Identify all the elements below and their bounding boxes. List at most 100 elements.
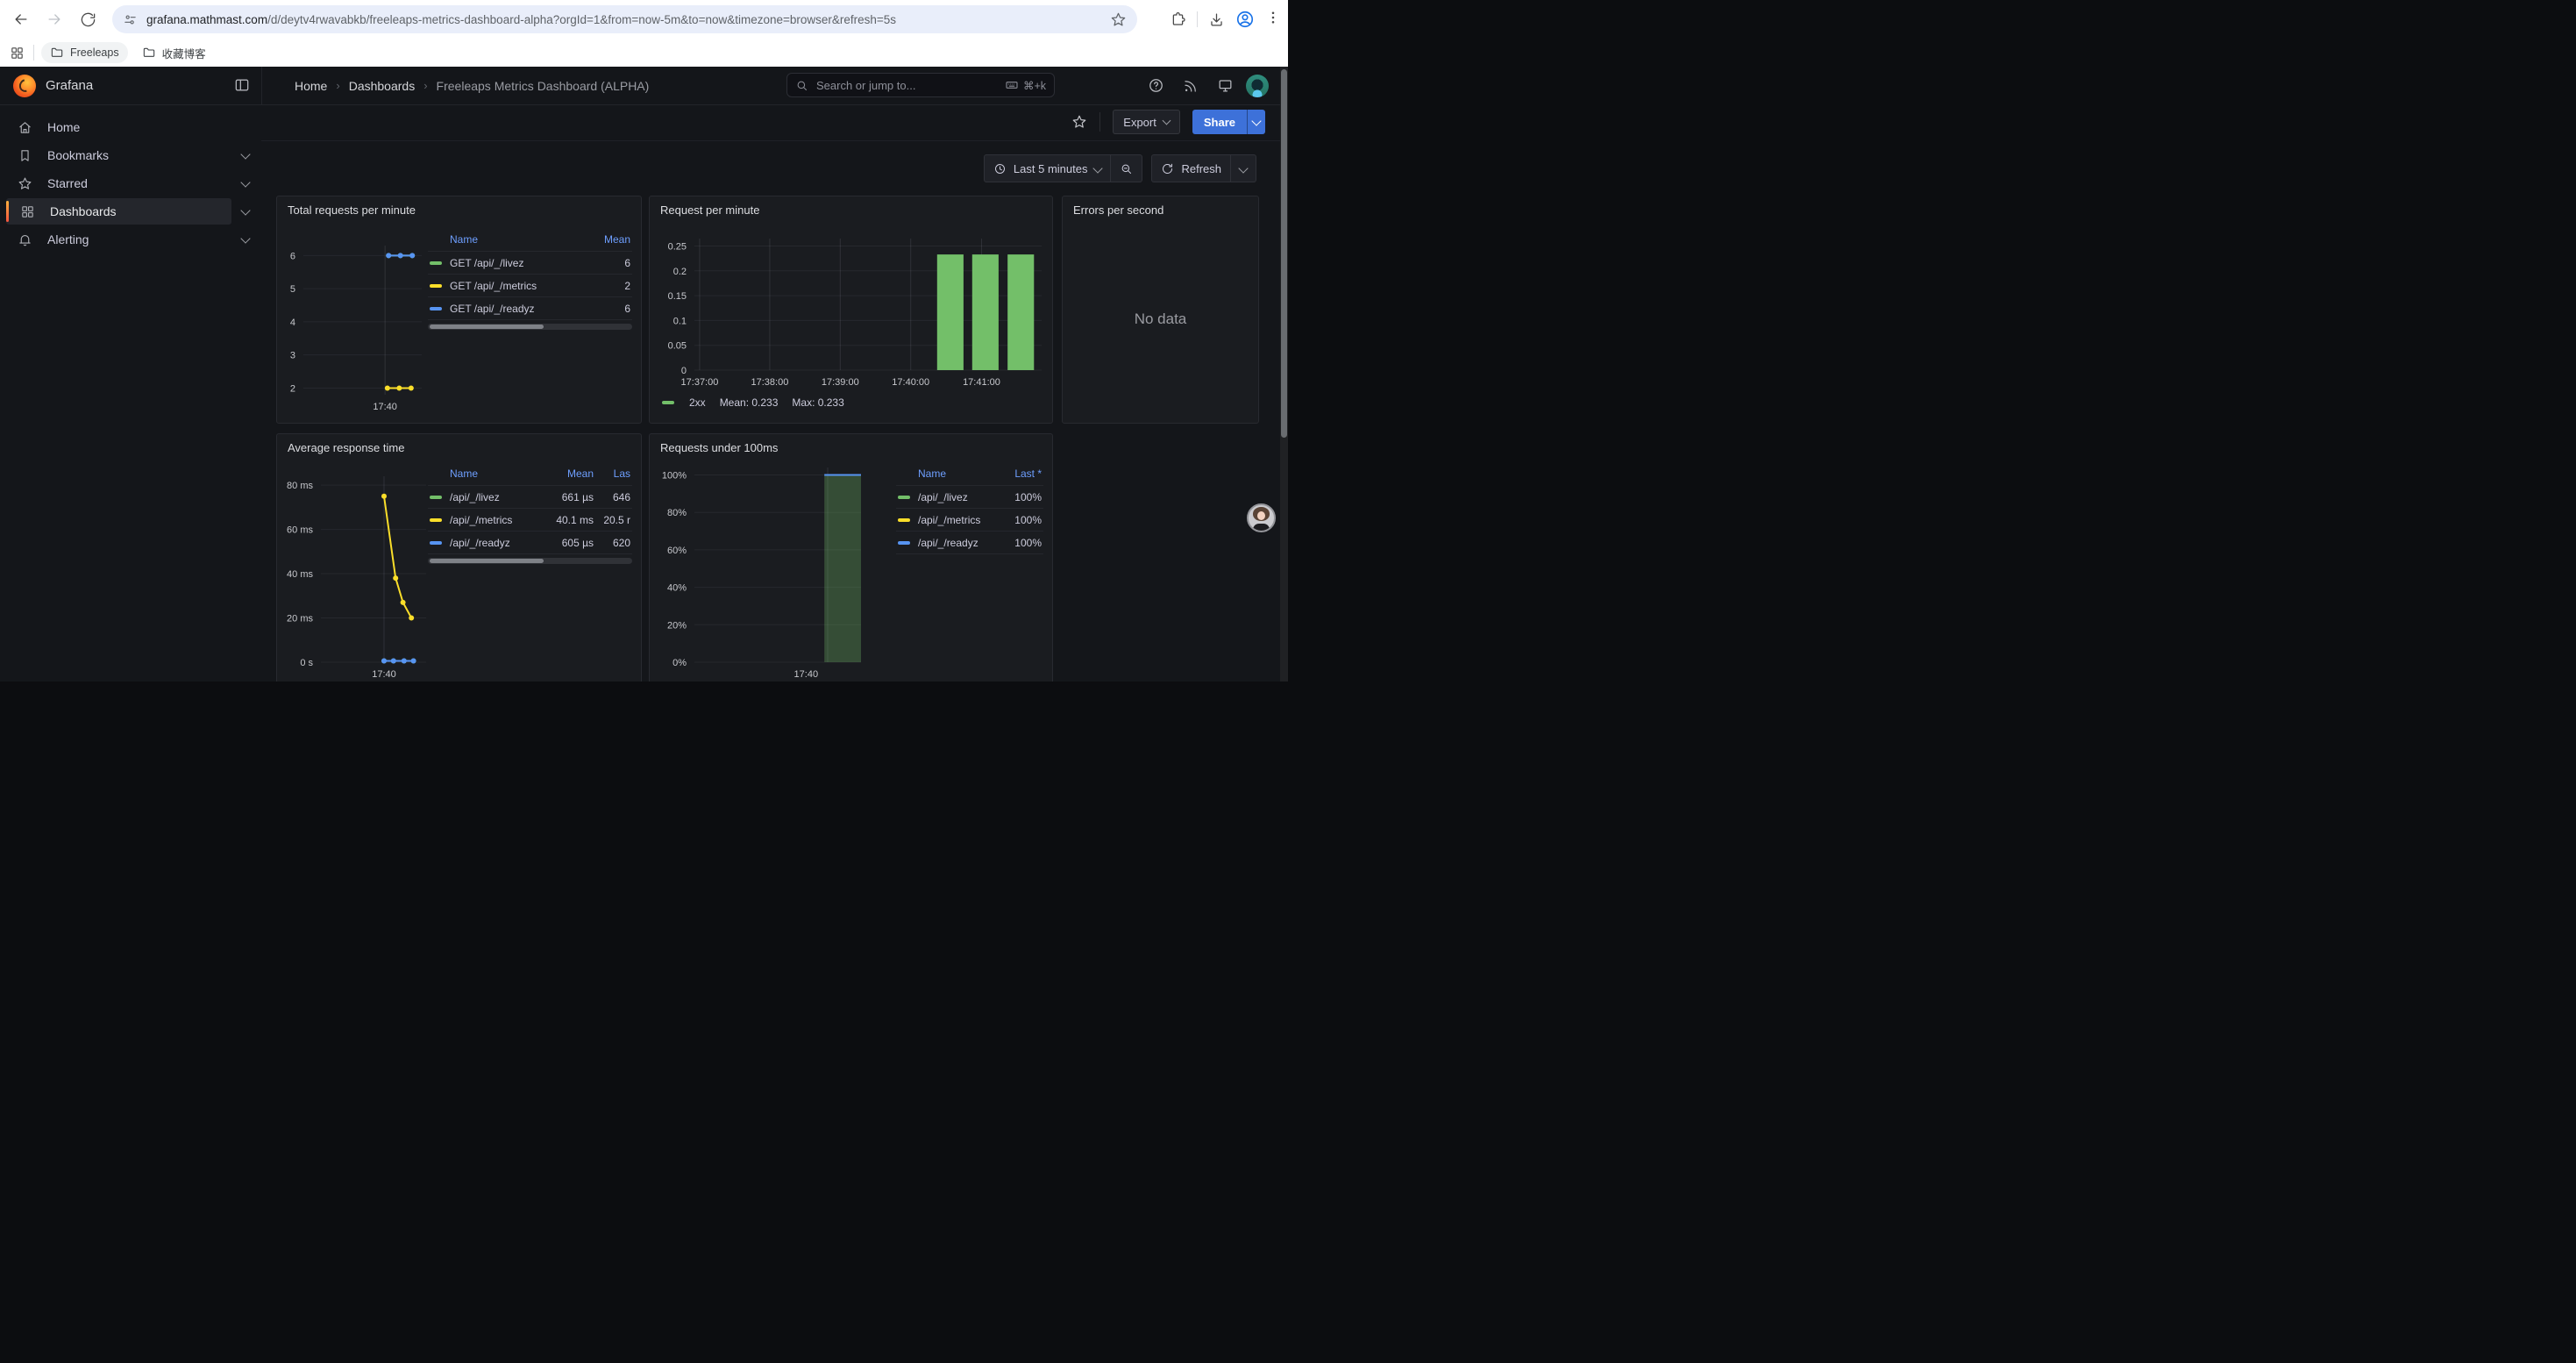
- legend-row[interactable]: /api/_/readyz 100%: [896, 532, 1043, 554]
- breadcrumb-dashboards[interactable]: Dashboards: [348, 78, 416, 93]
- bookmark-label: Freeleaps: [70, 46, 119, 59]
- site-settings-icon[interactable]: [123, 12, 138, 27]
- bookmarks-divider: [33, 45, 34, 61]
- time-range-picker[interactable]: Last 5 minutes: [985, 155, 1111, 182]
- sidebar-item-dashboards[interactable]: Dashboards: [0, 198, 261, 225]
- series-swatch: [430, 495, 442, 499]
- export-button[interactable]: Export: [1113, 110, 1180, 134]
- svg-text:17:39:00: 17:39:00: [822, 377, 859, 388]
- legend-max: Max: 0.233: [792, 396, 844, 409]
- share-button[interactable]: Share: [1192, 110, 1247, 134]
- panel-title[interactable]: Request per minute: [660, 203, 760, 217]
- breadcrumb: Home › Dashboards › Freeleaps Metrics Da…: [295, 67, 649, 104]
- svg-text:0.05: 0.05: [668, 341, 687, 352]
- svg-text:0.15: 0.15: [668, 291, 687, 302]
- legend-scrollbar[interactable]: [428, 324, 632, 330]
- chevron-down-icon[interactable]: [240, 205, 251, 216]
- panel-title[interactable]: Requests under 100ms: [660, 441, 779, 454]
- dashboard-sub-header: Export Share: [261, 104, 1288, 141]
- page-scrollbar-thumb[interactable]: [1281, 69, 1287, 438]
- address-bar[interactable]: grafana.mathmast.com/d/deytv4rwavabkb/fr…: [112, 5, 1137, 33]
- no-data-message: No data: [1134, 310, 1187, 327]
- share-dropdown-button[interactable]: [1247, 110, 1265, 134]
- legend-scrollbar[interactable]: [428, 558, 632, 564]
- chevron-down-icon[interactable]: [240, 149, 251, 160]
- user-avatar[interactable]: [1246, 75, 1269, 97]
- bookmark-star-icon[interactable]: [1110, 11, 1127, 28]
- browser-menu-icon[interactable]: [1265, 10, 1281, 30]
- kiosk-monitor-icon[interactable]: [1217, 77, 1234, 94]
- panel-title[interactable]: Errors per second: [1073, 203, 1164, 217]
- sidebar-item-alerting[interactable]: Alerting: [0, 226, 261, 253]
- toolbar-divider: [1197, 11, 1198, 27]
- sidebar-item-label: Alerting: [47, 232, 89, 246]
- legend-row[interactable]: GET /api/_/readyz 6: [428, 297, 632, 320]
- svg-text:17:40: 17:40: [373, 402, 397, 412]
- legend-row[interactable]: /api/_/livez 661 µs 646: [428, 486, 632, 509]
- floating-assistant-avatar[interactable]: [1247, 503, 1276, 532]
- svg-text:100%: 100%: [662, 471, 687, 482]
- panel-title[interactable]: Total requests per minute: [288, 203, 416, 217]
- svg-text:40%: 40%: [667, 583, 687, 594]
- panel-title[interactable]: Average response time: [288, 441, 405, 454]
- bookmark-label: 收藏博客: [161, 47, 206, 61]
- chevron-down-icon: [1238, 163, 1249, 174]
- sidebar-item-label: Home: [47, 120, 81, 134]
- refresh-button[interactable]: Refresh: [1152, 155, 1230, 182]
- favorite-star-icon[interactable]: [1071, 114, 1087, 130]
- apps-grid-icon[interactable]: [10, 46, 25, 61]
- grafana-header: Grafana Home › Dashboards › Freeleaps Me…: [0, 67, 1288, 105]
- sidebar-toggle-icon[interactable]: [233, 76, 251, 94]
- legend-row[interactable]: GET /api/_/livez 6: [428, 252, 632, 275]
- zoom-out-button[interactable]: [1111, 155, 1142, 182]
- sidebar-item-label: Dashboards: [50, 204, 117, 218]
- legend-row[interactable]: /api/_/livez 100%: [896, 486, 1043, 509]
- chevron-down-icon[interactable]: [240, 233, 251, 244]
- back-icon[interactable]: [9, 7, 33, 32]
- screen: grafana.mathmast.com/d/deytv4rwavabkb/fr…: [0, 0, 1288, 682]
- help-icon[interactable]: [1148, 77, 1164, 94]
- legend-row[interactable]: /api/_/metrics 40.1 ms 20.5 r: [428, 509, 632, 532]
- bookmark-folder-blogs[interactable]: 收藏博客: [133, 41, 215, 65]
- series-swatch: [430, 517, 442, 522]
- search-icon: [795, 79, 808, 92]
- reload-icon[interactable]: [75, 7, 100, 32]
- sidebar-item-bookmarks[interactable]: Bookmarks: [0, 142, 261, 168]
- sidebar-item-home[interactable]: Home: [0, 114, 261, 140]
- series-swatch: [898, 495, 910, 499]
- legend-row[interactable]: GET /api/_/metrics 2: [428, 275, 632, 297]
- legend-row[interactable]: /api/_/metrics 100%: [896, 509, 1043, 532]
- bookmark-icon: [18, 148, 32, 163]
- series-swatch: [430, 306, 442, 310]
- legend-row[interactable]: /api/_/readyz 605 µs 620: [428, 532, 632, 554]
- sidebar-item-starred[interactable]: Starred: [0, 170, 261, 196]
- breadcrumb-home[interactable]: Home: [295, 78, 328, 93]
- refresh-icon: [1163, 163, 1173, 174]
- bookmark-folder-freeleaps[interactable]: Freeleaps: [41, 42, 128, 63]
- sidebar-item-label: Starred: [47, 176, 88, 190]
- series-swatch: [662, 401, 674, 404]
- svg-text:4: 4: [290, 318, 295, 328]
- chart-legend[interactable]: 2xx Mean: 0.233 Max: 0.233: [662, 396, 844, 409]
- panel-average-response-time: Average response time 80 ms 60 ms 40 ms 20 …: [276, 433, 642, 682]
- extensions-icon[interactable]: [1170, 11, 1186, 28]
- bar-chart[interactable]: 0.25 0.2 0.15 0.1 0.05 0 17:37:00 17:38:00 17:39…: [668, 239, 1042, 388]
- time-series-chart[interactable]: 6 5 4 3 2 17:40: [290, 246, 422, 412]
- grafana-logo[interactable]: [13, 74, 36, 97]
- series-swatch: [898, 540, 910, 545]
- svg-text:3: 3: [290, 351, 295, 361]
- legend-header: Name Mean: [428, 228, 632, 252]
- time-series-chart[interactable]: 80 ms 60 ms 40 ms 20 ms 0 s 17:40: [287, 476, 426, 680]
- search-input[interactable]: [815, 77, 1005, 93]
- forward-icon[interactable]: [42, 7, 67, 32]
- search-box[interactable]: ⌘+k: [786, 73, 1055, 97]
- refresh-interval-dropdown[interactable]: [1231, 155, 1256, 182]
- zoom-out-icon: [1122, 164, 1132, 174]
- area-chart[interactable]: 100% 80% 60% 40% 20% 0% 17:40: [662, 467, 861, 680]
- chevron-down-icon[interactable]: [240, 177, 251, 188]
- news-rss-icon[interactable]: [1183, 78, 1199, 94]
- grafana-app: Grafana Home › Dashboards › Freeleaps Me…: [0, 67, 1288, 682]
- profile-icon[interactable]: [1235, 10, 1255, 29]
- page-scrollbar[interactable]: [1280, 67, 1288, 682]
- downloads-icon[interactable]: [1208, 11, 1225, 28]
